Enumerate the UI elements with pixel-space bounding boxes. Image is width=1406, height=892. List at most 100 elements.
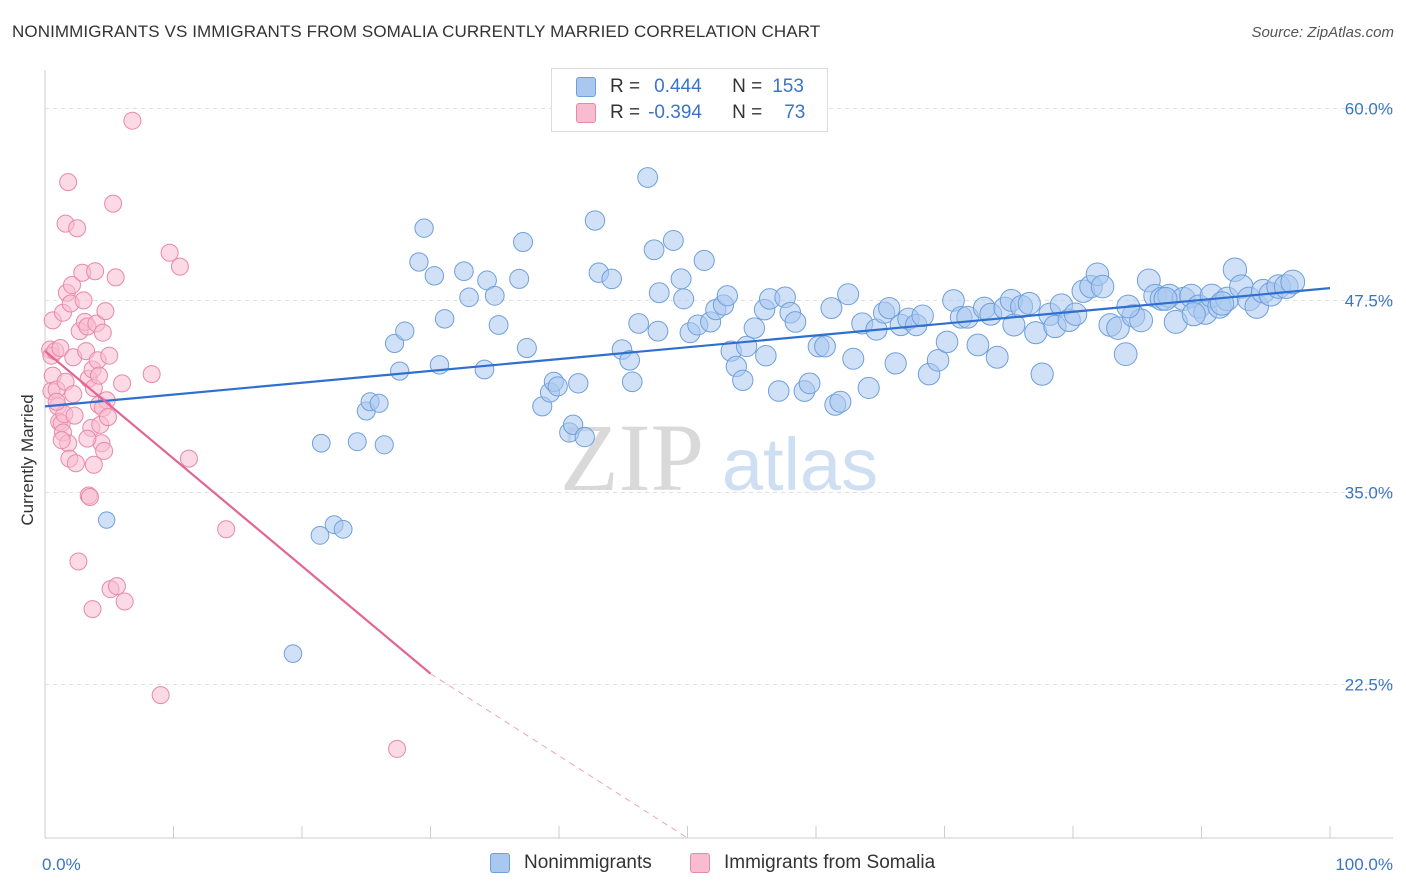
data-point: [84, 455, 103, 474]
data-point: [62, 276, 81, 295]
data-point: [83, 600, 102, 619]
trend-line: [44, 287, 1331, 408]
legend-n-label: N =: [732, 76, 763, 97]
data-point: [104, 194, 123, 213]
data-point: [784, 311, 807, 333]
trend-line: [44, 350, 432, 675]
data-point: [513, 232, 534, 253]
data-point: [100, 346, 119, 365]
data-point: [390, 361, 410, 381]
data-point: [509, 268, 530, 289]
trend-line-extension: [430, 673, 688, 839]
data-point: [878, 296, 901, 320]
data-point: [107, 577, 126, 596]
data-point: [66, 454, 85, 473]
data-point: [1030, 362, 1054, 386]
data-point: [484, 285, 505, 306]
data-point: [547, 376, 568, 397]
trend-lines: [44, 287, 1331, 839]
data-point: [1181, 302, 1206, 327]
data-point: [743, 317, 766, 339]
legend-r-label: R =: [610, 102, 641, 123]
bottom-legend: Nonimmigrants Immigrants from Somalia: [0, 852, 1406, 876]
data-point: [459, 287, 479, 308]
legend-row-nonimmigrants: R = 0.444 N = 153: [576, 75, 804, 99]
data-point: [911, 304, 934, 327]
data-point: [1153, 286, 1178, 311]
data-point: [619, 349, 640, 371]
y-tick-label: 60.0%: [1345, 99, 1393, 118]
data-point: [516, 338, 537, 359]
data-point: [628, 313, 650, 334]
data-point: [151, 686, 170, 705]
data-point: [643, 239, 665, 261]
legend-swatch-blue: [576, 77, 596, 97]
data-point: [95, 441, 114, 460]
y-tick-label: 35.0%: [1345, 483, 1393, 502]
data-point: [93, 323, 112, 342]
data-point: [52, 431, 71, 450]
data-point: [395, 321, 415, 341]
data-point: [106, 268, 125, 287]
series-immigrants-somalia: [41, 111, 407, 758]
data-point: [621, 371, 643, 393]
data-point: [78, 429, 97, 448]
data-point: [69, 552, 88, 571]
legend-row-somalia: R = -0.394 N = 73: [576, 101, 805, 125]
watermark-zip: ZIP: [560, 404, 704, 511]
data-point: [601, 268, 622, 290]
bottom-legend-nonimmigrants: Nonimmigrants: [490, 852, 652, 874]
data-point: [1017, 291, 1041, 316]
chart-title: NONIMMIGRANTS VS IMMIGRANTS FROM SOMALIA…: [12, 22, 821, 41]
data-point: [142, 365, 161, 384]
data-point: [179, 449, 198, 468]
data-point: [1209, 291, 1235, 316]
legend: R = 0.444 N = 153 R = -0.394 N = 73: [551, 68, 828, 132]
series-nonimmigrants: [97, 167, 1306, 663]
data-point: [47, 392, 66, 411]
data-point: [1063, 302, 1088, 326]
data-point: [716, 285, 738, 307]
watermark-atlas: atlas: [722, 423, 878, 506]
legend-n-value: 153: [772, 76, 804, 97]
data-point: [74, 291, 93, 310]
data-point: [123, 111, 142, 130]
x-tick-label-max: 100.0%: [1335, 855, 1393, 874]
legend-n-label: N =: [732, 102, 763, 123]
data-point: [1090, 274, 1115, 299]
data-point: [51, 339, 70, 358]
bottom-legend-label: Nonimmigrants: [524, 852, 652, 873]
data-point: [647, 320, 669, 342]
data-point: [926, 349, 950, 372]
bottom-swatch-blue: [490, 853, 510, 873]
data-point: [648, 282, 670, 304]
data-point: [829, 390, 852, 413]
data-point: [86, 262, 105, 281]
data-point: [64, 385, 83, 404]
source-label: Source: ZipAtlas.com: [1251, 24, 1394, 41]
data-point: [732, 369, 754, 391]
data-point: [574, 426, 595, 448]
bottom-swatch-pink: [690, 853, 710, 873]
data-point: [68, 219, 87, 238]
grid-lines: [45, 107, 1393, 685]
legend-r-label: R =: [610, 76, 641, 97]
data-point: [347, 432, 367, 452]
data-point: [857, 376, 880, 400]
data-point: [115, 592, 134, 611]
data-point: [1280, 269, 1306, 295]
data-point: [474, 359, 495, 380]
data-point: [80, 488, 99, 507]
bottom-legend-label: Immigrants from Somalia: [724, 852, 936, 873]
y-tick-label: 47.5%: [1345, 291, 1393, 310]
data-point: [814, 335, 836, 358]
data-point: [820, 297, 843, 320]
data-point: [454, 261, 474, 282]
data-point: [584, 210, 606, 231]
data-point: [673, 288, 695, 310]
data-point: [59, 173, 78, 192]
data-point: [374, 435, 394, 455]
data-point: [217, 520, 236, 539]
tick-labels: 22.5% 35.0% 47.5% 60.0% 0.0% 100.0%: [42, 99, 1393, 874]
